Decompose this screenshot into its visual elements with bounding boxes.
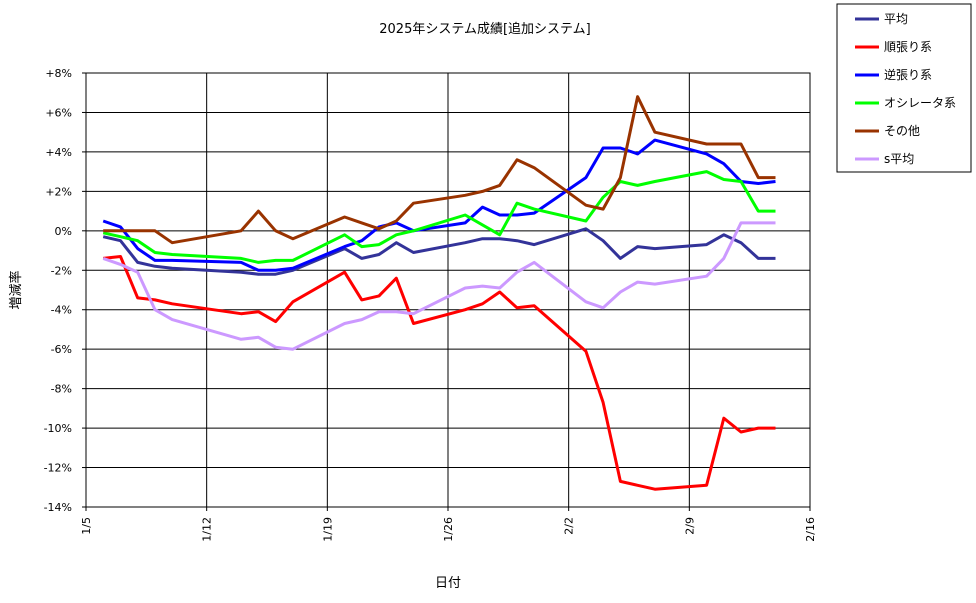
series-line (102, 221, 776, 351)
y-tick-label: -10% (44, 422, 72, 435)
grid-lines (86, 73, 811, 507)
y-tick-label: -6% (51, 343, 72, 356)
y-axis-label: 増減率 (8, 270, 24, 309)
y-tick-label: -2% (51, 264, 72, 277)
y-tick-label: +2% (45, 185, 72, 198)
legend-label: 逆張り系 (884, 67, 932, 82)
y-tick-label: -12% (44, 462, 72, 475)
y-tick-label: -4% (51, 304, 72, 317)
x-axis-ticks: 1/5 1/12 1/19 1/26 2/2 2/9 2/16 (80, 507, 817, 542)
legend-label: 平均 (884, 12, 908, 26)
x-tick-label: 2/9 (683, 517, 696, 535)
y-tick-label: +8% (45, 67, 72, 80)
series-line (102, 227, 776, 276)
y-tick-label: -8% (51, 383, 72, 396)
x-tick-label: 1/19 (321, 517, 334, 542)
chart-title: 2025年システム成績[追加システム] (379, 21, 590, 37)
x-tick-label: 2/2 (563, 517, 576, 535)
series-line (102, 170, 776, 264)
x-tick-label: 1/12 (201, 517, 214, 542)
x-tick-label: 1/5 (80, 517, 93, 535)
y-tick-label: +4% (45, 146, 72, 159)
series-line (103, 95, 776, 245)
series-line (103, 255, 776, 491)
x-tick-label: 2/16 (804, 517, 817, 542)
legend-label: その他 (884, 124, 920, 138)
y-axis-ticks: +8% +6% +4% +2% 0% -2% -4% -6% -8% -10% -12% -14% (44, 67, 86, 514)
legend-label: オシレータ系 (884, 96, 956, 110)
y-tick-label: -14% (44, 501, 72, 514)
x-tick-label: 1/26 (442, 517, 455, 542)
legend-label: s平均 (884, 152, 914, 166)
legend-box (836, 3, 972, 173)
legend-label: 順張り系 (884, 40, 932, 54)
series-line (102, 138, 776, 272)
x-axis-label: 日付 (435, 576, 461, 591)
y-tick-label: 0% (55, 225, 72, 238)
y-tick-label: +6% (45, 106, 72, 119)
series-lines (102, 95, 776, 491)
